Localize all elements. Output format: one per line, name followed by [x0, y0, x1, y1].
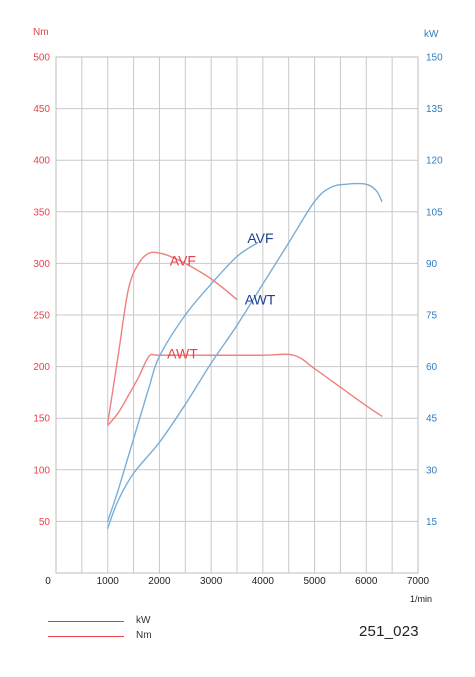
curve-label: AVF: [247, 230, 273, 246]
legend: kW Nm: [48, 615, 198, 645]
x-tick-label: 7000: [407, 576, 430, 587]
y-left-tick-label: 400: [33, 156, 50, 167]
y-left-tick-label: 150: [33, 414, 50, 425]
y-left-tick-label: 450: [33, 104, 50, 115]
x-tick-label: 4000: [252, 576, 275, 587]
x-tick-label: 1000: [97, 576, 120, 587]
y-right-tick-label: 30: [426, 465, 438, 476]
series-line-avf-nm: [107, 251, 238, 425]
legend-swatch-nm: [48, 636, 124, 637]
plot-frame: [55, 56, 419, 574]
y-right-tick-label: 120: [426, 156, 443, 167]
y-right-tick-label: 90: [426, 259, 438, 270]
series-line-awt-nm: [107, 353, 383, 427]
annotations: AVF AVF AWT AWT: [167, 230, 276, 362]
y-right-tick-label: 150: [426, 53, 443, 64]
axes: 50 100 150 200 250 300 350 400 450 500 15 30 45 60 75 9…: [33, 53, 443, 605]
x-tick-label: 5000: [303, 576, 326, 587]
legend-item-kw: kW: [48, 615, 198, 627]
figure-id: 251_023: [359, 623, 419, 640]
y-right-tick-label: 15: [426, 517, 438, 528]
right-axis-unit: kW: [424, 29, 439, 40]
x-tick-label: 6000: [355, 576, 378, 587]
x-tick-label: 2000: [148, 576, 171, 587]
y-right-tick-label: 60: [426, 362, 438, 373]
y-right-tick-label: 105: [426, 207, 443, 218]
legend-item-nm: Nm: [48, 630, 198, 642]
y-left-tick-label: 200: [33, 362, 50, 373]
curve-label: AWT: [167, 345, 198, 361]
y-left-tick-label: 350: [33, 207, 50, 218]
legend-label-nm: Nm: [136, 630, 152, 641]
y-left-tick-label: 100: [33, 465, 50, 476]
legend-swatch-kw: [48, 621, 124, 622]
curve-label: AVF: [170, 252, 196, 268]
y-left-tick-label: 50: [39, 517, 51, 528]
y-left-tick-label: 300: [33, 259, 50, 270]
left-axis-unit: Nm: [33, 27, 49, 38]
x-tick-label: 3000: [200, 576, 223, 587]
x-axis-unit: 1/min: [410, 594, 432, 604]
series-line-awt-kw: [107, 182, 383, 529]
y-right-tick-label: 135: [426, 104, 443, 115]
legend-label-kw: kW: [136, 615, 151, 626]
curve-label: AWT: [245, 292, 276, 308]
x-tick-label: 0: [45, 576, 51, 587]
y-right-tick-label: 45: [426, 414, 438, 425]
y-left-tick-label: 250: [33, 311, 50, 322]
series-line-avf-kw: [107, 242, 259, 523]
series: [107, 182, 383, 529]
grid: [55, 56, 419, 574]
y-left-tick-label: 500: [33, 53, 50, 64]
y-right-tick-label: 75: [426, 311, 438, 322]
